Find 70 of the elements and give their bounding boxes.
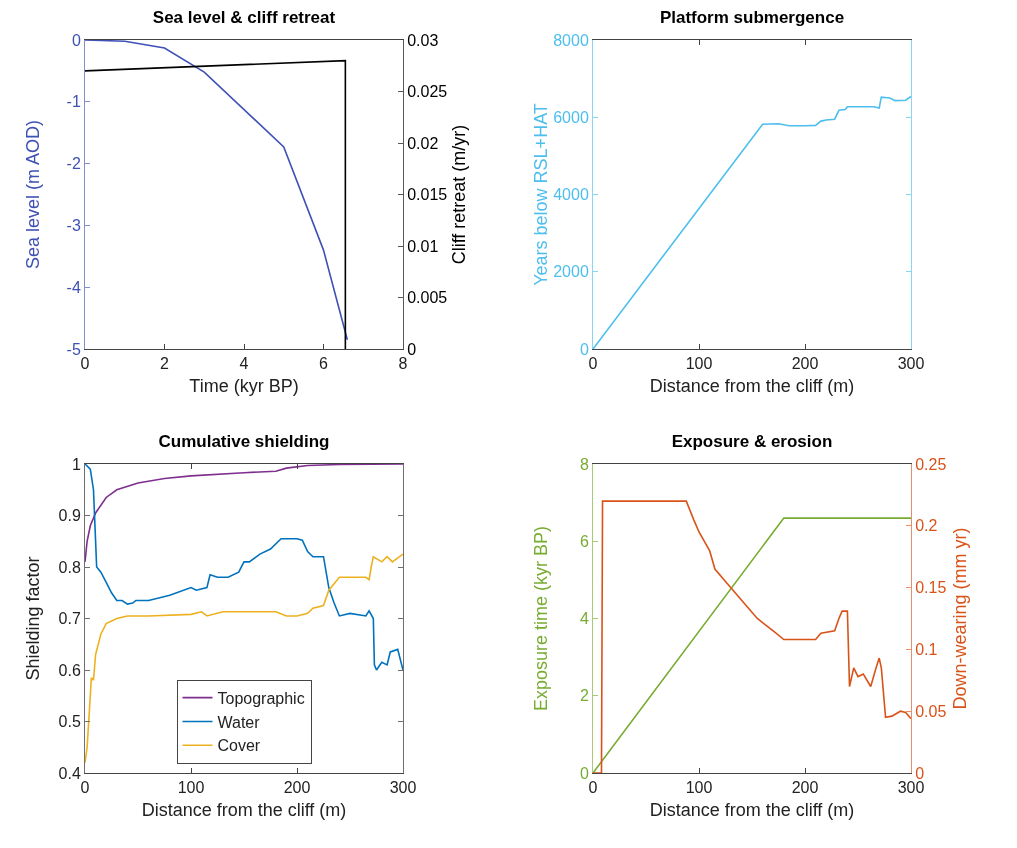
y-tick-label: 6 — [579, 532, 589, 550]
y-tick-label: 4000 — [553, 186, 589, 204]
chart-title: Cumulative shielding — [158, 431, 330, 451]
y-tick-label: 1 — [71, 455, 81, 473]
x-axis-title: Time (kyr BP) — [189, 376, 299, 397]
y-tick-label: 0.6 — [58, 661, 81, 679]
y2-tick-label: 0.01 — [407, 237, 439, 255]
x-tick-label: 6 — [319, 355, 329, 373]
y-tick-label: 2 — [579, 687, 589, 705]
y-tick-label: 8 — [579, 455, 589, 473]
y2-tick-label: 0.03 — [407, 31, 439, 49]
y2-tick-label: 0 — [407, 340, 417, 358]
y-tick-label: 8000 — [553, 31, 589, 49]
x-tick-label: 100 — [685, 355, 713, 373]
line-series — [593, 95, 911, 349]
y-tick-label: 0.7 — [58, 610, 81, 628]
y-tick-label: 0 — [71, 31, 81, 49]
y-tick-label: 0.4 — [58, 764, 81, 782]
y-tick-label: 4 — [579, 610, 589, 628]
y2-tick-label: 0.1 — [915, 641, 938, 658]
y2-tick-label: 0.2 — [915, 517, 938, 535]
y2-tick-label: 0.025 — [407, 83, 448, 101]
y-tick-label: -5 — [66, 340, 81, 358]
y2-axis-title: Down-wearing (mm yr) — [950, 527, 970, 710]
y-axis-title: Sea level (m AOD) — [23, 119, 43, 270]
line-series — [85, 464, 403, 563]
x-axis-title: Distance from the cliff (m) — [649, 376, 855, 397]
y-tick-label: -4 — [66, 278, 81, 296]
y-tick-label: -3 — [66, 217, 81, 234]
y2-tick-label: 0.05 — [915, 702, 947, 720]
x-tick-label: 2 — [160, 355, 170, 373]
y2-axis-title: Cliff retreat (m/yr) — [449, 124, 470, 265]
y-tick-label: 6000 — [553, 108, 589, 126]
y-axis-title: Shielding factor — [23, 556, 43, 681]
y2-tick-label: 0.02 — [407, 134, 439, 152]
legend-label: Water — [217, 713, 261, 731]
y2-tick-label: 0.25 — [915, 455, 947, 473]
legend-label: Topographic — [217, 689, 305, 707]
x-tick-label: 8 — [398, 355, 408, 373]
y-tick-label: 0.5 — [58, 713, 81, 731]
y2-tick-label: 0.005 — [407, 289, 448, 307]
line-series — [85, 553, 403, 764]
y-axis-title: Years below RSL+HAT — [531, 103, 551, 286]
x-tick-label: 300 — [897, 779, 925, 797]
y-tick-label: 0.9 — [58, 507, 81, 525]
y-tick-label: 0 — [579, 340, 589, 358]
y-tick-label: -2 — [66, 155, 81, 173]
x-tick-label: 200 — [283, 779, 311, 797]
x-axis-title: Distance from the cliff (m) — [649, 800, 855, 821]
x-tick-label: 100 — [177, 779, 205, 797]
y-tick-label: 0 — [579, 764, 589, 782]
y-tick-label: -1 — [66, 93, 81, 111]
line-series — [85, 464, 403, 671]
x-tick-label: 300 — [389, 779, 417, 797]
x-tick-label: 4 — [239, 355, 249, 373]
chart-title: Exposure & erosion — [671, 431, 833, 451]
y-tick-label: 2000 — [553, 263, 589, 281]
x-tick-label: 300 — [897, 355, 925, 373]
chart-title: Sea level & cliff retreat — [152, 7, 336, 27]
y-axis-title: Exposure time (kyr BP) — [531, 525, 551, 712]
y2-tick-label: 0.015 — [407, 186, 448, 204]
y2-tick-label: 0 — [915, 764, 925, 782]
chart-title: Platform submergence — [659, 7, 845, 27]
x-tick-label: 200 — [791, 779, 819, 797]
y2-tick-label: 0.15 — [915, 579, 947, 597]
x-axis-title: Distance from the cliff (m) — [141, 800, 347, 821]
y-tick-label: 0.8 — [58, 558, 81, 576]
x-tick-label: 200 — [791, 355, 819, 373]
x-tick-label: 100 — [685, 779, 713, 797]
legend-label: Cover — [217, 737, 261, 755]
